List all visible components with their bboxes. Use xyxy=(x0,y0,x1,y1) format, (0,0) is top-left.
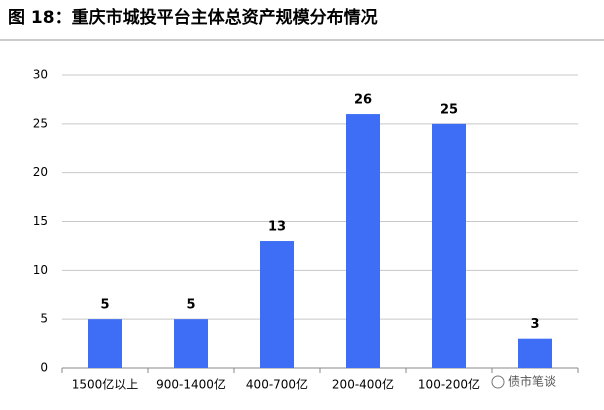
x-tick-label: 1500亿以上 xyxy=(72,377,139,392)
value-label: 25 xyxy=(440,102,458,117)
value-label: 5 xyxy=(100,298,109,313)
y-tick-label: 20 xyxy=(33,165,48,179)
y-tick-label: 25 xyxy=(33,116,48,130)
y-tick-label: 0 xyxy=(40,361,48,375)
value-label: 26 xyxy=(354,93,372,108)
y-tick-label: 5 xyxy=(40,312,48,326)
y-tick-label: 10 xyxy=(33,263,48,277)
bar xyxy=(88,319,122,368)
value-label: 5 xyxy=(186,298,195,313)
y-tick-label: 15 xyxy=(33,214,48,228)
watermark-icon xyxy=(491,375,505,389)
x-tick-label: 900-1400亿 xyxy=(156,377,226,392)
x-tick-label: 400-700亿 xyxy=(246,377,308,392)
x-tick-label: 100-200亿 xyxy=(418,377,480,392)
x-tick-label: 200-400亿 xyxy=(332,377,394,392)
chart-title: 图 18：重庆市城投平台主体总资产规模分布情况 xyxy=(8,7,378,28)
plot: 0 5 10 15 20 25 30 1500亿以上 5 900-1400亿 5 400-700亿 13… xyxy=(33,68,579,392)
value-label: 3 xyxy=(530,317,539,332)
bar xyxy=(174,319,208,368)
bar xyxy=(518,338,552,368)
watermark: 债市笔谈 xyxy=(508,374,556,389)
value-label: 13 xyxy=(268,220,286,235)
bar xyxy=(432,123,466,368)
bar xyxy=(260,241,294,368)
bar xyxy=(346,114,380,368)
y-tick-label: 30 xyxy=(33,68,48,82)
